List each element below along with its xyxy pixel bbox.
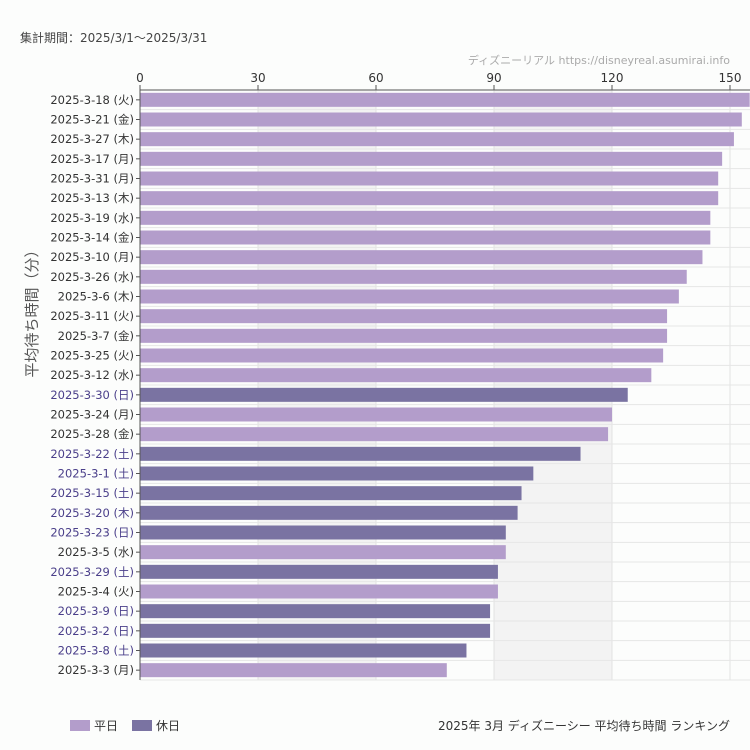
y-tick-label: 2025-3-15 (土) [50, 486, 134, 500]
bar [140, 525, 506, 540]
bar [140, 191, 719, 206]
bar [140, 663, 447, 678]
y-tick-label: 2025-3-12 (水) [50, 368, 134, 382]
bar [140, 289, 679, 304]
bar [140, 564, 498, 579]
credit-text: ディズニーリアル https://disneyreal.asumirai.inf… [467, 54, 730, 67]
bar-chart: 0 30 60 90 120 150 2025-3-18 (火) 2025-3-21 (金) 2… [23, 71, 750, 681]
x-tick-label: 120 [601, 71, 624, 85]
bar [140, 368, 652, 383]
y-tick-label: 2025-3-22 (土) [50, 447, 134, 461]
bar [140, 446, 581, 461]
bar [140, 348, 664, 363]
x-tick-label: 30 [250, 71, 265, 85]
x-tick-label: 0 [136, 71, 144, 85]
x-tick-label: 90 [486, 71, 501, 85]
y-tick-label: 2025-3-31 (月) [50, 172, 134, 186]
y-tick-label: 2025-3-30 (日) [50, 388, 134, 402]
bar [140, 466, 534, 481]
bar [140, 545, 506, 560]
bar [140, 250, 703, 265]
y-tick-label: 2025-3-4 (火) [58, 585, 134, 599]
y-tick-label: 2025-3-25 (火) [50, 349, 134, 363]
bar [140, 92, 750, 107]
bar [140, 309, 668, 324]
y-tick-label: 2025-3-2 (日) [58, 624, 134, 638]
period-label: 集計期間：2025/3/1〜2025/3/31 [20, 31, 208, 45]
bar [140, 132, 734, 147]
bar [140, 112, 742, 127]
y-tick-label: 2025-3-23 (日) [50, 526, 134, 540]
legend-weekday[interactable]: 平日 [70, 717, 118, 734]
bar [140, 387, 628, 402]
bar [140, 623, 491, 638]
y-tick-label: 2025-3-26 (水) [50, 270, 134, 284]
x-tick-label: 60 [368, 71, 383, 85]
bar [140, 328, 668, 343]
y-tick-label: 2025-3-27 (木) [50, 132, 134, 146]
bar [140, 584, 498, 599]
y-tick-label: 2025-3-28 (金) [50, 427, 134, 441]
bar [140, 230, 711, 245]
y-tick-label: 2025-3-9 (日) [58, 604, 134, 618]
y-tick-label: 2025-3-17 (月) [50, 152, 134, 166]
bar [140, 171, 719, 186]
y-tick-label: 2025-3-3 (月) [58, 663, 134, 677]
y-tick-label: 2025-3-29 (土) [50, 565, 134, 579]
y-tick-label: 2025-3-24 (月) [50, 408, 134, 422]
bar [140, 407, 612, 422]
bar [140, 643, 467, 658]
bar [140, 604, 491, 619]
y-tick-label: 2025-3-13 (木) [50, 191, 134, 205]
y-tick-label: 2025-3-7 (金) [58, 329, 134, 343]
bar [140, 486, 522, 501]
y-axis-label: 平均待ち時間（分） [23, 242, 41, 377]
bar [140, 151, 723, 166]
y-tick-label: 2025-3-11 (火) [50, 309, 134, 323]
bar [140, 505, 518, 520]
y-tick-label: 2025-3-21 (金) [50, 113, 134, 127]
y-tick-label: 2025-3-19 (水) [50, 211, 134, 225]
bar [140, 427, 609, 442]
y-tick-label: 2025-3-5 (水) [58, 545, 134, 559]
y-tick-label: 2025-3-6 (木) [58, 290, 134, 304]
chart-footer-title: 2025年 3月 ディズニーシー 平均待ち時間 ランキング [438, 719, 730, 733]
y-tick-label: 2025-3-14 (金) [50, 231, 134, 245]
y-tick-label: 2025-3-8 (土) [58, 644, 134, 658]
y-tick-label: 2025-3-10 (月) [50, 250, 134, 264]
bar [140, 210, 711, 225]
legend-holiday[interactable]: 休日 [132, 717, 180, 734]
y-tick-label: 2025-3-20 (木) [50, 506, 134, 520]
y-tick-label: 2025-3-18 (火) [50, 93, 134, 107]
y-tick-label: 2025-3-1 (土) [58, 467, 134, 481]
bar [140, 269, 687, 284]
x-tick-label: 150 [719, 71, 742, 85]
legend: 平日 休日 [70, 717, 180, 734]
